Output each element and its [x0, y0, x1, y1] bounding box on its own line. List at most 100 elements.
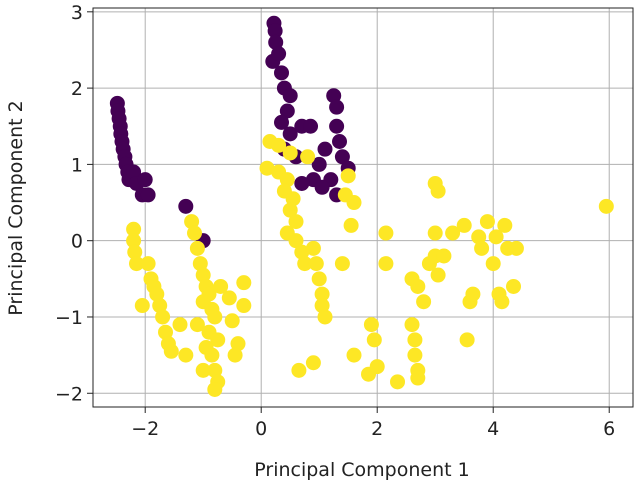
y-tick-label: 0 [71, 231, 83, 253]
point [127, 244, 143, 260]
point [282, 202, 298, 218]
x-tick-label: 4 [487, 418, 499, 440]
point [311, 156, 327, 172]
point [300, 149, 316, 165]
plot-frame [92, 7, 634, 408]
point [140, 187, 156, 203]
point [407, 347, 423, 363]
point [343, 217, 359, 233]
point [294, 175, 310, 191]
point [317, 309, 333, 325]
point [471, 229, 487, 245]
point [178, 198, 194, 214]
y-tick-label: 2 [71, 78, 83, 100]
point [416, 294, 432, 310]
x-tick-label: 6 [603, 418, 615, 440]
point [274, 114, 290, 130]
point [288, 233, 304, 249]
point [294, 244, 310, 260]
point [436, 248, 452, 264]
point [311, 271, 327, 287]
point [366, 332, 382, 348]
point [488, 229, 504, 245]
point [207, 381, 223, 397]
point [259, 160, 275, 176]
point [508, 240, 524, 256]
point [308, 256, 324, 272]
point [236, 275, 252, 291]
point [267, 23, 283, 39]
point [221, 290, 237, 306]
point [346, 347, 362, 363]
point [334, 256, 350, 272]
y-tick-label: 1 [71, 154, 83, 176]
point [155, 309, 171, 325]
point [430, 183, 446, 199]
point [279, 103, 295, 119]
point [465, 286, 481, 302]
point [329, 99, 345, 115]
point [337, 187, 353, 203]
point [282, 145, 298, 161]
point [230, 336, 246, 352]
point [282, 88, 298, 104]
point [314, 179, 330, 195]
point [279, 172, 295, 188]
point [285, 191, 301, 207]
point [140, 256, 156, 272]
point [184, 214, 200, 230]
y-tick-label: −2 [55, 383, 83, 405]
point [378, 256, 394, 272]
point [213, 278, 229, 294]
point [227, 347, 243, 363]
point [236, 298, 252, 314]
point [192, 256, 208, 272]
x-tick-label: 0 [255, 418, 267, 440]
point [224, 313, 240, 329]
point [195, 267, 211, 283]
point [334, 149, 350, 165]
point [210, 332, 226, 348]
x-tick-label: −2 [131, 418, 159, 440]
point [456, 217, 472, 233]
point [134, 298, 150, 314]
point [407, 332, 423, 348]
point [271, 46, 287, 62]
point [430, 267, 446, 283]
point [314, 286, 330, 302]
point [332, 134, 348, 150]
point [314, 298, 330, 314]
point [158, 324, 174, 340]
point [271, 137, 287, 153]
point [317, 141, 333, 157]
point [363, 317, 379, 333]
point [297, 256, 313, 272]
point [305, 240, 321, 256]
point [410, 370, 426, 386]
point [479, 214, 495, 230]
point [187, 225, 203, 241]
point [378, 225, 394, 241]
point [369, 359, 385, 375]
point [445, 225, 461, 241]
point [497, 217, 513, 233]
point [288, 214, 304, 230]
point [474, 240, 490, 256]
point [126, 233, 142, 249]
point [485, 256, 501, 272]
point [305, 355, 321, 371]
point [207, 309, 223, 325]
point [410, 278, 426, 294]
point [149, 286, 165, 302]
point [268, 34, 284, 50]
point [204, 347, 220, 363]
point [126, 164, 142, 180]
point [291, 362, 307, 378]
point [129, 256, 145, 272]
x-axis-label: Principal Component 1 [254, 459, 469, 481]
y-tick-label: 3 [71, 2, 83, 24]
point [598, 198, 614, 214]
point [126, 221, 142, 237]
point [282, 126, 298, 142]
